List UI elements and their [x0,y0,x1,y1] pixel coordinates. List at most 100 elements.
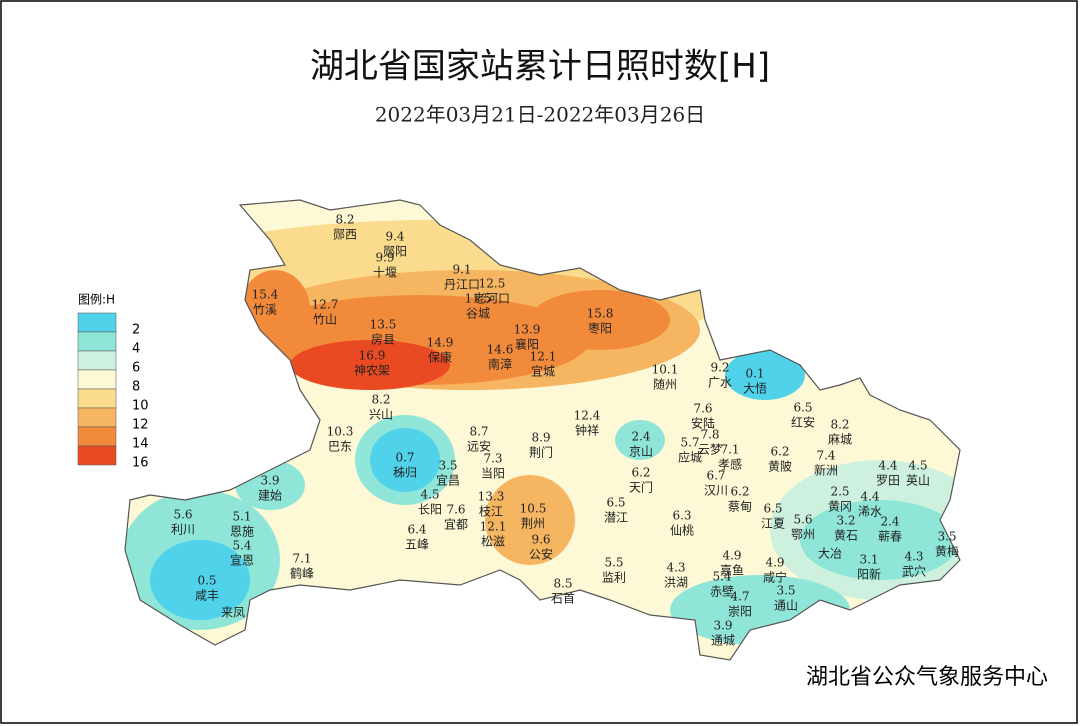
station-name: 赤壁 [710,584,734,599]
station-value: 6.7 [706,469,725,483]
station-value: 5.6 [793,513,812,527]
station-value: 6.2 [631,466,650,480]
footer: 湖北省公众气象服务中心 [806,665,1048,690]
station-name: 通城 [711,634,735,648]
station-value: 9.2 [710,361,729,375]
station-value: 8.5 [553,577,572,591]
station-value: 7.1 [292,552,311,566]
station-value: 7.6 [446,503,465,517]
station-name: 大悟 [743,381,767,396]
station-name: 巴东 [328,440,352,454]
station-value: 3.5 [438,459,457,473]
station-name: 洪湖 [664,575,688,590]
station-value: 8.2 [830,418,849,432]
station-name: 荆门 [529,445,553,460]
station-value: 3.9 [713,619,732,633]
station-value: 4.7 [730,590,749,604]
station-value: 2.4 [631,430,650,444]
station-value: 6.5 [763,502,782,516]
station-name: 钟祥 [575,423,599,438]
station-value: 12.7 [312,298,339,312]
station-name: 宜都 [444,517,468,532]
station-name: 汉川 [704,484,728,498]
station-name: 丹江口 [444,278,480,292]
station-name: 黄冈 [828,500,852,514]
legend-swatch [77,426,117,447]
station-value: 9.1 [452,263,471,277]
station-name: 红安 [791,415,815,430]
station-value: 8.9 [531,431,550,445]
station-name: 大冶 [818,547,842,561]
station-value: 2.4 [880,515,899,529]
station-name: 阳新 [857,567,881,582]
legend-swatch [77,350,117,371]
station-name: 长阳 [418,503,442,517]
station-value: 15.4 [252,288,279,302]
legend-swatch [77,369,117,390]
station-name: 广水 [708,376,732,390]
station-value: 9.4 [385,230,404,244]
station-name: 通山 [774,599,798,613]
station-name: 竹山 [313,313,337,327]
station-name: 蔡甸 [728,500,752,514]
station-value: 15.8 [587,307,614,321]
station-value: 5.4 [232,539,251,553]
station-name: 黄陂 [768,459,792,474]
station-value: 3.9 [260,474,279,488]
legend-label: 2 [132,323,140,338]
station-name: 竹溪 [253,303,277,317]
legend-title: 图例:H [78,293,115,307]
station-name: 崇阳 [728,605,752,619]
station-name: 新洲 [814,463,838,478]
station-value: 7.1 [720,443,739,457]
station-name: 建始 [258,489,282,503]
station-value: 14.9 [427,336,454,350]
legend-swatch [77,407,117,428]
station-value: 12.4 [574,409,601,423]
station-name: 荆州 [521,517,545,531]
station-value: 8.2 [371,393,390,407]
legend-swatch [77,445,117,466]
station-name: 郧阳 [383,245,407,259]
station-name: 五峰 [405,538,429,552]
station-value: 5.7 [680,436,699,450]
station-name: 宣恩 [230,553,254,568]
station-name: 保康 [428,350,452,365]
legend-label: 4 [132,342,140,357]
station-name: 江夏 [761,517,785,531]
station-name: 罗田 [876,474,900,488]
station-name: 南漳 [488,357,512,372]
legend: 2 4 6 8 10 12 14 16 [77,312,149,471]
station-value: 6.2 [770,445,789,459]
station-value: 4.4 [878,459,897,473]
station-value: 8.2 [335,213,354,227]
legend-swatch [77,388,117,409]
station-value: 3.2 [836,514,855,528]
legend-label: 14 [132,437,149,452]
station-name: 应城 [678,450,702,465]
station-value: 0.1 [745,367,764,381]
station-value: 8.7 [469,425,488,439]
station-value: 2.5 [830,485,849,499]
station-value: 5.4 [712,570,731,584]
station-value: 6.4 [407,523,426,537]
station-name: 秭归 [393,466,417,480]
station-name: 咸宁 [763,570,787,585]
legend-label: 16 [132,456,149,471]
station-value: 6.5 [793,401,812,415]
station-name: 远安 [467,439,491,454]
station-value: 3.1 [859,553,878,567]
station-name: 石首 [551,592,575,606]
station-value: 4.3 [666,561,685,575]
station-name: 鹤峰 [290,566,314,581]
station-value: 4.5 [908,459,927,473]
station-name: 来凤 [221,606,245,620]
station-value: 0.5 [197,574,216,588]
shading [125,200,960,660]
station-value: 12.5 [479,277,506,291]
station-name: 黄梅 [935,544,959,559]
station-value: 13.3 [478,490,505,504]
station-name: 云梦 [698,443,722,457]
station-name: 当阳 [481,467,505,481]
